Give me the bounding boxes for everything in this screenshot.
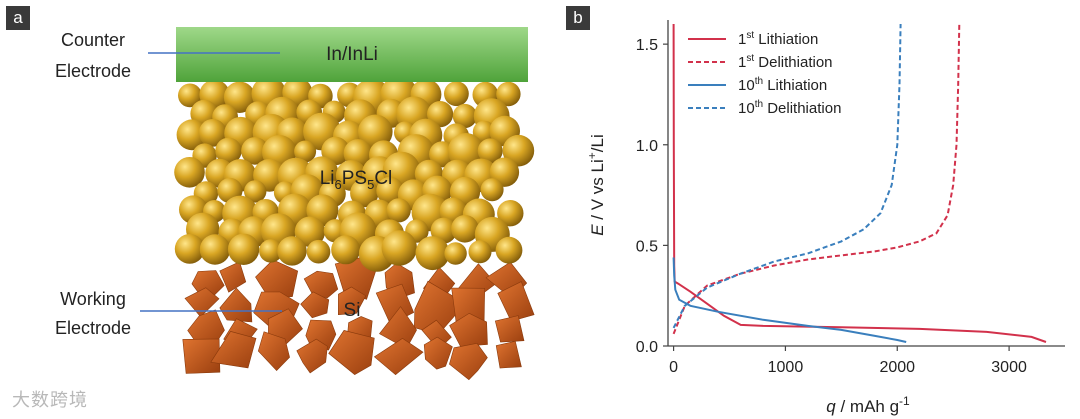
legend-entry-label: 1st Delithiation [738,53,833,71]
silicon-layer [182,257,535,381]
electrolyte-particle [178,83,202,108]
silicon-particle [494,315,525,343]
y-tick-label: 0.0 [636,339,658,356]
electrolyte-particle [376,176,404,205]
electrolyte-particle [244,180,267,203]
counter-electrode-layer [176,27,528,82]
panel-b-label: b [566,6,590,30]
legend: 1st Lithiation 1st Delithiation 10th Lithi… [688,30,841,117]
series-line [672,23,1047,343]
electrolyte-particle [480,178,504,202]
electrolyte-particle [451,215,479,243]
electrolyte-particle [174,157,205,188]
electrolyte-particle [294,140,317,163]
silicon-particle [182,338,221,374]
electrolyte-particle [215,137,242,164]
electrolyte-particle [502,134,535,167]
silicon-particle [328,330,375,375]
electrolyte-particle [477,138,503,164]
y-tick-label: 1.0 [636,138,658,155]
electrolyte-particle [468,240,492,264]
electrolyte-particle [176,119,208,151]
electrolyte-particle [496,81,521,107]
series-line [672,23,902,329]
electrolyte-particle [495,236,523,264]
axis-ticks: 0 1000 2000 3000 0.0 0.5 1.0 1.5 [636,37,1027,376]
electrolyte-particle [415,236,450,271]
working-label-line2: Electrode [55,318,131,338]
x-axis-label: q / mAh g-1 [826,394,910,416]
silicon-particle [495,340,522,369]
silicon-particle [219,261,247,293]
silicon-particle [449,342,488,381]
silicon-particle [257,331,290,372]
silicon-particle [373,338,424,376]
electrolyte-particle [472,120,496,144]
electrolyte-particle [294,216,326,247]
x-tick-label: 0 [669,359,678,376]
electrolyte-particle [497,200,524,227]
counter-label-line1: Counter [61,30,125,50]
electrolyte-particle [199,234,231,265]
electrolyte-particle [452,103,477,129]
x-tick-label: 1000 [768,359,804,376]
legend-entry-label: 10th Lithiation [738,76,827,94]
counter-label-line2: Electrode [55,61,131,81]
panel-a-label: a [6,6,30,30]
electrolyte-particle [331,235,361,265]
watermark: 大数跨境 [12,390,88,411]
electrolyte-particle [444,242,467,265]
series-line [672,257,907,343]
electrolyte-label: Li6PS5Cl [320,168,393,192]
silicon-label: Si [344,300,361,321]
silicon-particle [296,338,328,374]
electrolyte-particle [198,118,227,147]
silicon-particle [303,270,339,299]
electrolyte-particle [350,178,379,208]
series-lines [672,23,1047,343]
electrolyte-particle [174,234,205,264]
series-line [672,23,961,335]
electrolyte-particle [306,239,331,264]
working-label-line1: Working [60,289,126,309]
electrolyte-particle [381,230,417,266]
legend-entry-label: 1st Lithiation [738,30,818,48]
electrolyte-particle [223,81,256,114]
silicon-particle [184,287,220,318]
electrolyte-particle [444,81,469,107]
electrolyte-particle [227,233,260,265]
x-tick-label: 2000 [879,359,915,376]
electrolyte-particle [241,137,269,165]
x-tick-label: 3000 [991,359,1027,376]
silicon-particle [219,287,253,323]
panel-a: Counter Electrode Working Electrode In/I… [55,27,535,381]
y-tick-label: 0.5 [636,238,658,255]
legend-entry-label: 10th Delithiation [738,99,841,117]
electrolyte-particle [259,239,283,263]
silicon-particle [379,306,417,350]
silicon-particle [300,291,330,319]
silicon-particle [423,336,453,370]
electrolyte-particle [277,236,307,266]
electrolyte-layer [174,76,535,272]
silicon-particle [337,286,367,316]
y-tick-label: 1.5 [636,37,658,54]
top-layer-label: In/InLi [326,44,378,65]
electrolyte-particle [386,198,411,223]
chart: 0 1000 2000 3000 0.0 0.5 1.0 1.5 1st Lithiation… [585,20,1065,416]
y-axis-label: E / V vs Li+/Li [585,134,607,236]
silicon-particle [210,331,257,369]
